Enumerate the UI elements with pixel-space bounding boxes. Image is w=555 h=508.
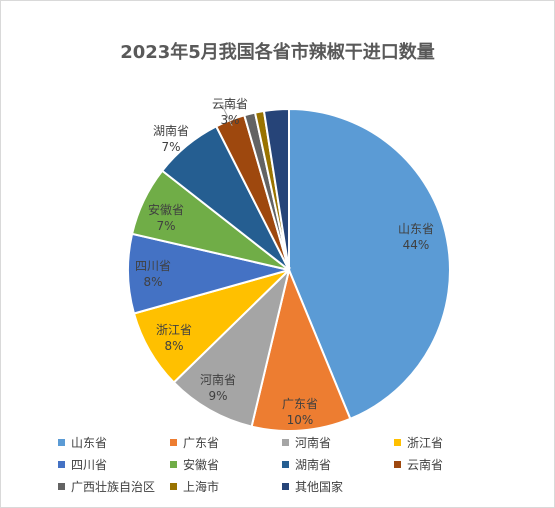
legend-swatch (394, 460, 401, 468)
legend-swatch (282, 460, 289, 468)
slice-label-3: 河南省 9% (200, 372, 236, 403)
pie-slice-2 (250, 266, 352, 430)
legend-label: 其他国家 (295, 479, 344, 494)
legend-item-3: 河南省 (282, 433, 394, 451)
chart-title: 2023年5月我国各省市辣椒干进口数量 (120, 42, 435, 63)
legend-swatch (58, 482, 65, 490)
pie-slice-3 (172, 266, 291, 428)
pie-chart: 山东省 44% 广东省 10% 河南省 9% 浙江省 8% 四川省 8% 安徽省 7% 湖南省 7% 云南省… (127, 96, 451, 430)
slice-label-6: 安徽省 7% (148, 202, 184, 233)
slice-label-1: 山东省 44% (398, 222, 434, 252)
legend-item-7: 湖南省 (282, 455, 394, 473)
legend-label: 湖南省 (295, 457, 332, 472)
legend-item-2: 广东省 (170, 433, 282, 451)
legend-swatch (58, 438, 65, 446)
legend-item-5: 四川省 (58, 455, 170, 473)
legend-label: 山东省 (71, 435, 108, 450)
legend-swatch (282, 438, 289, 446)
legend-swatch (394, 438, 401, 446)
legend-label: 广西壮族自治区 (71, 479, 156, 494)
legend-item-9: 广西壮族自治区 (58, 477, 170, 495)
legend-swatch (282, 482, 289, 490)
legend-label: 浙江省 (407, 435, 444, 450)
slice-label-2: 广东省 10% (282, 397, 318, 427)
slice-label-5: 四川省 8% (135, 259, 171, 289)
legend-item-1: 山东省 (58, 433, 170, 451)
legend-item-4: 浙江省 (394, 433, 506, 451)
legend-label: 四川省 (71, 457, 108, 472)
slice-label-8: 云南省 3% (212, 96, 248, 127)
legend-item-10: 上海市 (170, 477, 282, 495)
legend-label: 云南省 (407, 457, 444, 472)
pie-slice-1 (288, 107, 451, 421)
legend-item-6: 安徽省 (170, 455, 282, 473)
legend-label: 安徽省 (183, 457, 220, 472)
chart-legend: 山东省 广东省 河南省 浙江省四川省 安徽省 湖南省 云南省广西壮族自治区 上海市 其他国家 (58, 433, 538, 495)
leader-line-yunnan (221, 105, 244, 127)
legend-swatch (170, 438, 177, 446)
legend-swatch (170, 460, 177, 468)
legend-swatch (58, 460, 65, 468)
legend-item-11: 其他国家 (282, 477, 394, 495)
legend-swatch (170, 482, 177, 490)
pie-slice-11 (262, 107, 290, 271)
slice-label-4: 浙江省 8% (156, 323, 192, 353)
legend-label: 广东省 (183, 435, 220, 450)
slice-label-7: 湖南省 7% (153, 123, 189, 154)
legend-label: 河南省 (295, 435, 332, 450)
legend-item-8: 云南省 (394, 455, 506, 473)
legend-label: 上海市 (183, 479, 220, 494)
